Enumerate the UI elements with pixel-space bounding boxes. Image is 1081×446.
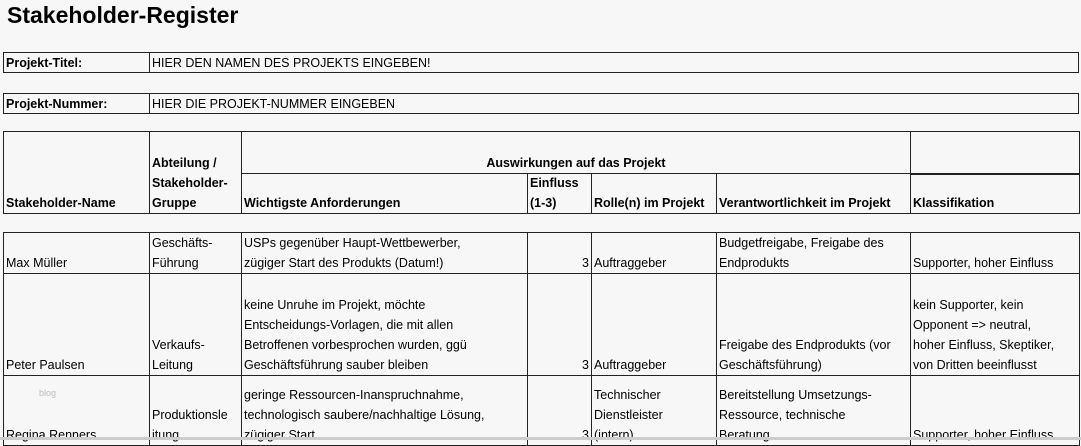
table-cell-classification[interactable]: Supporter, hoher Einfluss bbox=[910, 375, 1080, 446]
project-title-field[interactable]: HIER DEN NAMEN DES PROJEKTS EINGEBEN! bbox=[149, 52, 1079, 73]
cell-line: Leitung bbox=[152, 358, 194, 372]
cell-line: technologisch saubere/nachhaltige Lösung… bbox=[244, 408, 485, 422]
cell-line: Auftraggeber bbox=[594, 256, 667, 270]
cell-line: Abteilung / bbox=[152, 156, 217, 170]
cell-line: Einfluss bbox=[530, 176, 579, 190]
cell-line: (intern) bbox=[594, 428, 634, 442]
cell-line: Rolle(n) im Projekt bbox=[594, 196, 705, 210]
table-cell-group[interactable]: Geschäfts- Führung bbox=[149, 232, 242, 274]
table-cell-classification[interactable]: kein Supporter, kein Opponent => neutral,… bbox=[910, 273, 1080, 376]
header-classification: Klassifikation bbox=[910, 173, 1080, 214]
table-cell-group[interactable]: Produktionsle itung bbox=[149, 375, 242, 446]
cell-line: Entscheidungs-Vorlagen, die mit allen bbox=[244, 318, 454, 332]
cell-line: 3 bbox=[582, 256, 589, 270]
table-cell-requirements[interactable]: keine Unruhe im Projekt, möchte Entscheid… bbox=[241, 273, 528, 376]
cell-line: kein Supporter, kein bbox=[913, 298, 1024, 312]
cell-line: Freigabe des Endprodukts (vor bbox=[719, 338, 891, 352]
cell-line: Opponent => neutral, bbox=[913, 318, 1032, 332]
table-cell-requirements[interactable]: USPs gegenüber Haupt-Wettbewerber, zügige… bbox=[241, 232, 528, 274]
project-number-field[interactable]: HIER DIE PROJEKT-NUMMER EINGEBEN bbox=[149, 93, 1079, 114]
header-requirements: Wichtigste Anforderungen bbox=[241, 173, 528, 214]
cell-line: Geschäftsführung) bbox=[719, 358, 822, 372]
cell-line: 3 bbox=[582, 358, 589, 372]
cell-line: Dienstleister bbox=[594, 408, 663, 422]
table-cell-name[interactable]: Peter Paulsen bbox=[3, 273, 150, 376]
cell-line: itung bbox=[152, 428, 180, 442]
cell-line: Max Müller bbox=[6, 256, 68, 270]
cell-line: Endprodukts bbox=[719, 256, 790, 270]
cell-line: Führung bbox=[152, 256, 199, 270]
cell-line: Verkaufs- bbox=[152, 338, 205, 352]
cell-line: Supporter, hoher Einfluss bbox=[913, 428, 1054, 442]
cell-line: Beratung bbox=[719, 428, 770, 442]
header-empty bbox=[910, 131, 1080, 175]
header-influence: Einfluss (1-3) bbox=[527, 173, 592, 214]
table-cell-responsibility[interactable]: Budgetfreigabe, Freigabe des Endprodukts bbox=[716, 232, 911, 274]
project-title-label: Projekt-Titel: bbox=[3, 52, 150, 73]
header-responsibility: Verantwortlichkeit im Projekt bbox=[716, 173, 911, 214]
cell-line: Auftraggeber bbox=[594, 358, 667, 372]
table-cell-requirements[interactable]: geringe Ressourcen-Inanspruchnahme, techn… bbox=[241, 375, 528, 446]
table-cell-influence[interactable]: 3 bbox=[527, 232, 592, 274]
cell-line: hoher Einfluss, Skeptiker, bbox=[913, 338, 1055, 352]
cell-line: Ressource, technische bbox=[719, 408, 846, 422]
header-stakeholder-name: Stakeholder-Name bbox=[3, 131, 150, 214]
cell-line: Peter Paulsen bbox=[6, 358, 85, 372]
cell-line: Stakeholder-Name bbox=[6, 196, 116, 210]
cell-line: Bereitstellung Umsetzungs- bbox=[719, 388, 872, 402]
cell-line: (1-3) bbox=[530, 196, 557, 210]
cell-line: Gruppe bbox=[152, 196, 197, 210]
project-number-label: Projekt-Nummer: bbox=[3, 93, 150, 114]
cell-line: 3 bbox=[582, 428, 589, 442]
table-cell-roles[interactable]: Auftraggeber bbox=[591, 232, 717, 274]
table-cell-influence[interactable]: 3 bbox=[527, 273, 592, 376]
header-impact: Auswirkungen auf das Projekt bbox=[241, 131, 911, 174]
table-cell-roles[interactable]: Auftraggeber bbox=[591, 273, 717, 376]
table-cell-name[interactable]: Max Müller bbox=[3, 232, 150, 274]
cell-line: Regina Renners bbox=[6, 428, 97, 442]
cell-line: keine Unruhe im Projekt, möchte bbox=[244, 298, 426, 312]
cell-line: Technischer bbox=[594, 388, 661, 402]
cell-line: von Dritten beeinflusst bbox=[913, 358, 1037, 372]
table-cell-responsibility[interactable]: Freigabe des Endprodukts (vor Geschäftsfü… bbox=[716, 273, 911, 376]
cell-line: geringe Ressourcen-Inanspruchnahme, bbox=[244, 388, 464, 402]
cell-line: Geschäfts- bbox=[152, 236, 213, 250]
cell-line: Klassifikation bbox=[913, 196, 995, 210]
cell-line: zügiger Start des Produkts (Datum!) bbox=[244, 256, 444, 270]
table-cell-name[interactable]: Regina Renners bbox=[3, 375, 150, 446]
cell-line: Verantwortlichkeit im Projekt bbox=[719, 196, 891, 210]
table-cell-responsibility[interactable]: Bereitstellung Umsetzungs- Ressource, tec… bbox=[716, 375, 911, 446]
table-cell-influence[interactable]: 3 bbox=[527, 375, 592, 446]
page-title: Stakeholder-Register bbox=[7, 2, 239, 28]
header-group: Abteilung / Stakeholder- Gruppe bbox=[149, 131, 242, 214]
table-cell-group[interactable]: Verkaufs- Leitung bbox=[149, 273, 242, 376]
cell-line: Produktionsle bbox=[152, 408, 228, 422]
cell-line: Supporter, hoher Einfluss bbox=[913, 256, 1054, 270]
cell-line: USPs gegenüber Haupt-Wettbewerber, bbox=[244, 236, 461, 250]
cell-line: Betroffenen vorbesprochen wurden, ggü bbox=[244, 338, 467, 352]
header-roles: Rolle(n) im Projekt bbox=[591, 173, 717, 214]
table-cell-classification[interactable]: Supporter, hoher Einfluss bbox=[910, 232, 1080, 274]
cell-line: zügiger Start bbox=[244, 428, 315, 442]
cell-line: Geschäftsführung sauber bleiben bbox=[244, 358, 429, 372]
cell-line: Stakeholder- bbox=[152, 176, 228, 190]
cell-line: Wichtigste Anforderungen bbox=[244, 196, 401, 210]
cell-line: Budgetfreigabe, Freigabe des bbox=[719, 236, 884, 250]
horizontal-scrollbar-area[interactable] bbox=[0, 437, 1081, 440]
table-cell-roles[interactable]: Technischer Dienstleister (intern) bbox=[591, 375, 717, 446]
watermark: blog bbox=[39, 388, 57, 398]
